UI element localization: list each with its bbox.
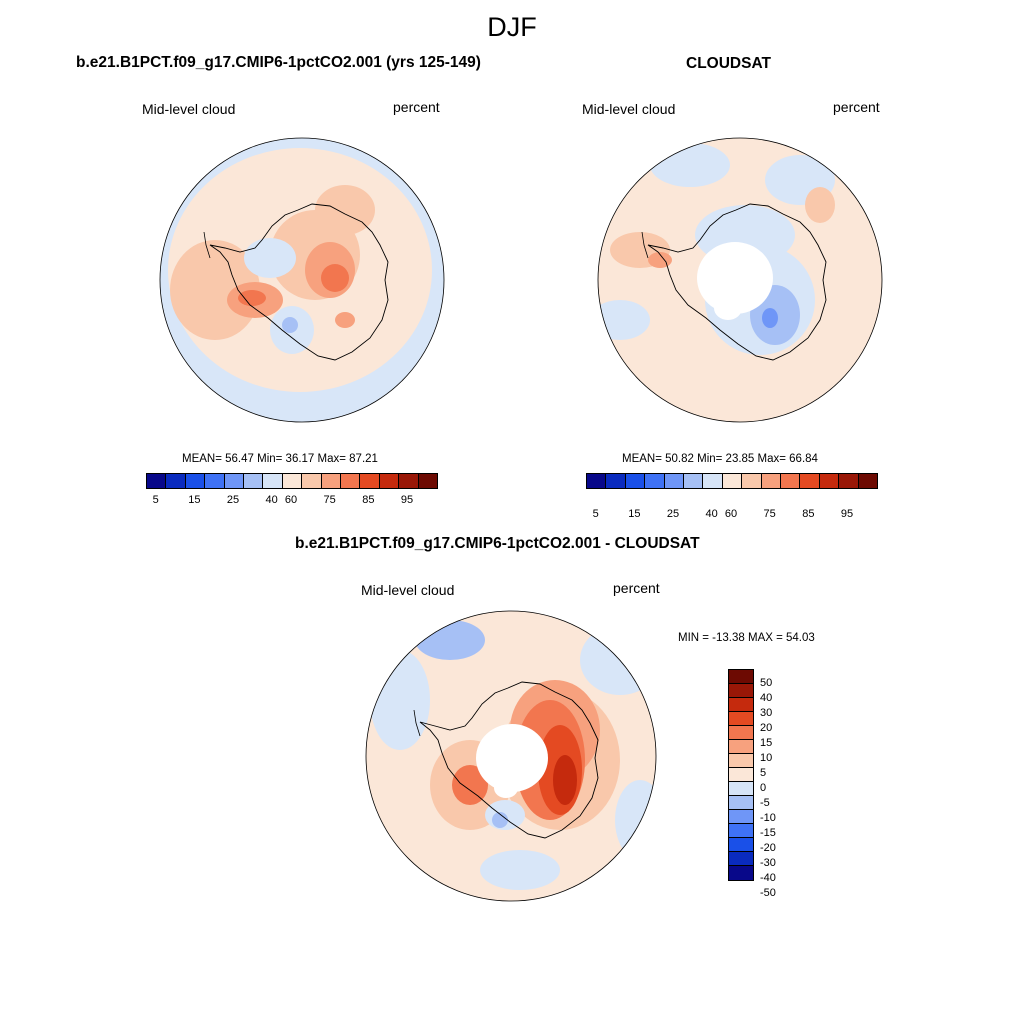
colorbar-swatch — [360, 474, 380, 488]
colorbar-swatch — [729, 866, 753, 880]
colorbar-tick-label: 50 — [760, 677, 773, 689]
colorbar-swatch — [858, 474, 878, 488]
panel-1-variable-label: Mid-level cloud — [142, 101, 236, 117]
colorbar-swatch — [729, 684, 753, 698]
colorbar-swatch — [729, 740, 753, 754]
panel-3-stats: MIN = -13.38 MAX = 54.03 — [678, 632, 815, 644]
panel-1-title: b.e21.B1PCT.f09_g17.CMIP6-1pctCO2.001 (y… — [76, 54, 481, 71]
colorbar-swatch — [341, 474, 361, 488]
colorbar-tick-label: 5 — [152, 494, 159, 506]
colorbar-swatch — [729, 712, 753, 726]
colorbar-swatch — [729, 782, 753, 796]
panel-2-stats: MEAN= 50.82 Min= 23.85 Max= 66.84 — [622, 453, 818, 465]
colorbar-tick-label: 5 — [760, 767, 767, 779]
panel-2-colorbar — [586, 473, 878, 489]
colorbar-swatch — [703, 474, 723, 488]
colorbar-swatch — [729, 754, 753, 768]
colorbar-swatch — [664, 474, 685, 488]
colorbar-tick-label: 60 — [724, 508, 738, 520]
colorbar-swatch — [729, 670, 753, 684]
colorbar-tick-label: -40 — [760, 872, 776, 884]
colorbar-tick-label: 40 — [705, 508, 718, 520]
colorbar-tick-label: 10 — [760, 752, 773, 764]
colorbar-swatch — [729, 852, 753, 866]
colorbar-swatch — [224, 474, 245, 488]
colorbar-tick-label: 95 — [400, 494, 414, 506]
colorbar-tick-label: -30 — [760, 857, 776, 869]
panel-1-colorbar — [146, 473, 438, 489]
colorbar-tick-label: 40 — [760, 692, 773, 704]
colorbar-tick-label: -50 — [760, 887, 776, 899]
colorbar-swatch — [302, 474, 322, 488]
colorbar-swatch — [625, 474, 646, 488]
colorbar-swatch — [729, 796, 753, 810]
colorbar-tick-label: 25 — [666, 508, 680, 520]
colorbar-tick-label: -5 — [760, 797, 770, 809]
colorbar-swatch — [839, 474, 859, 488]
colorbar-swatch — [166, 474, 186, 488]
colorbar-tick-label: 5 — [592, 508, 599, 520]
colorbar-tick-label: 85 — [362, 494, 375, 506]
panel-2-units-label: percent — [833, 99, 880, 115]
colorbar-tick-label: 0 — [760, 782, 767, 794]
panel-2-title: CLOUDSAT — [686, 55, 771, 72]
colorbar-swatch — [282, 474, 303, 488]
colorbar-swatch — [729, 824, 753, 838]
colorbar-swatch — [147, 474, 167, 488]
colorbar-swatch — [761, 474, 782, 488]
colorbar-swatch — [800, 474, 820, 488]
colorbar-tick-label: 95 — [840, 508, 854, 520]
panel-3-title: b.e21.B1PCT.f09_g17.CMIP6-1pctCO2.001 - … — [295, 535, 700, 552]
colorbar-tick-label: 60 — [284, 494, 298, 506]
colorbar-swatch — [587, 474, 607, 488]
panel-3-variable-label: Mid-level cloud — [361, 582, 455, 598]
colorbar-tick-label: -20 — [760, 842, 776, 854]
colorbar-tick-label: 75 — [323, 494, 336, 506]
colorbar-tick-label: 20 — [760, 722, 773, 734]
colorbar-tick-label: 30 — [760, 707, 773, 719]
colorbar-swatch — [205, 474, 225, 488]
panel-1-colorbar-ticks: 5 15 25 40 60 75 85 95 — [146, 494, 436, 508]
panel-2-colorbar-ticks: 5 15 25 40 60 75 85 95 — [586, 508, 876, 522]
panel-1-stats: MEAN= 56.47 Min= 36.17 Max= 87.21 — [182, 453, 378, 465]
panel-1-units-label: percent — [393, 99, 440, 115]
colorbar-tick-label: 75 — [763, 508, 776, 520]
colorbar-tick-label: 15 — [188, 494, 201, 506]
colorbar-swatch — [742, 474, 762, 488]
colorbar-tick-label: 25 — [226, 494, 240, 506]
colorbar-swatch — [185, 474, 206, 488]
colorbar-swatch — [722, 474, 743, 488]
colorbar-swatch — [729, 768, 753, 782]
colorbar-swatch — [684, 474, 704, 488]
colorbar-tick-label: -15 — [760, 827, 776, 839]
colorbar-tick-label: 85 — [802, 508, 815, 520]
colorbar-swatch — [729, 726, 753, 740]
colorbar-swatch — [263, 474, 283, 488]
colorbar-swatch — [418, 474, 438, 488]
colorbar-tick-label: 15 — [760, 737, 773, 749]
colorbar-swatch — [244, 474, 264, 488]
colorbar-swatch — [645, 474, 665, 488]
colorbar-swatch — [729, 810, 753, 824]
panel-2-variable-label: Mid-level cloud — [582, 101, 676, 117]
colorbar-swatch — [729, 838, 753, 852]
colorbar-swatch — [606, 474, 626, 488]
colorbar-tick-label: 15 — [628, 508, 641, 520]
colorbar-swatch — [399, 474, 419, 488]
colorbar-swatch — [781, 474, 801, 488]
colorbar-swatch — [729, 698, 753, 712]
panel-3-colorbar — [728, 669, 754, 881]
panel-3-units-label: percent — [613, 580, 660, 596]
colorbar-swatch — [379, 474, 400, 488]
main-title: DJF — [487, 12, 537, 42]
colorbar-swatch — [819, 474, 840, 488]
colorbar-tick-label: 40 — [265, 494, 278, 506]
colorbar-tick-label: -10 — [760, 812, 776, 824]
colorbar-swatch — [321, 474, 342, 488]
